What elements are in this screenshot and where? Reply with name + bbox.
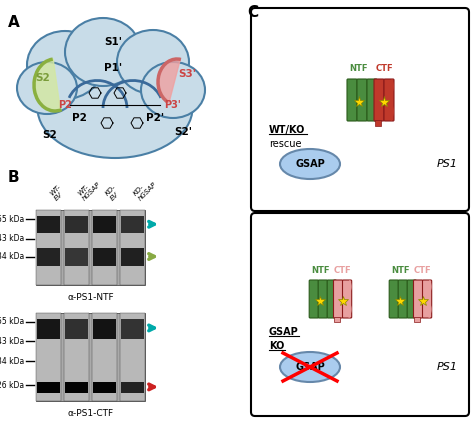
FancyBboxPatch shape: [65, 247, 88, 266]
Text: C: C: [247, 5, 258, 20]
FancyBboxPatch shape: [120, 313, 145, 401]
Text: 43 kDa: 43 kDa: [0, 336, 24, 346]
FancyBboxPatch shape: [65, 216, 88, 232]
Text: KO-
EV: KO- EV: [104, 184, 123, 202]
Ellipse shape: [280, 149, 340, 179]
Text: CTF: CTF: [334, 265, 351, 275]
Text: WT-
hGSAP: WT- hGSAP: [76, 176, 102, 202]
Text: α-PS1-NTF: α-PS1-NTF: [67, 293, 114, 302]
Text: NTF: NTF: [311, 265, 329, 275]
FancyBboxPatch shape: [384, 79, 394, 121]
Text: 34 kDa: 34 kDa: [0, 357, 24, 366]
Text: α-PS1-CTF: α-PS1-CTF: [67, 409, 114, 418]
Text: WT/KO: WT/KO: [269, 125, 305, 135]
FancyBboxPatch shape: [318, 280, 328, 318]
Text: WT-
EV: WT- EV: [48, 184, 67, 202]
Text: 55 kDa: 55 kDa: [0, 214, 24, 224]
Text: S3': S3': [178, 69, 196, 79]
FancyBboxPatch shape: [251, 213, 469, 416]
Text: CTF: CTF: [414, 265, 431, 275]
FancyBboxPatch shape: [357, 79, 367, 121]
Text: GSAP: GSAP: [295, 159, 325, 169]
FancyBboxPatch shape: [398, 280, 407, 318]
Text: NTF: NTF: [350, 64, 368, 73]
FancyBboxPatch shape: [64, 313, 89, 401]
FancyBboxPatch shape: [37, 247, 60, 266]
FancyBboxPatch shape: [422, 280, 432, 318]
Text: KO-
hGSAP: KO- hGSAP: [133, 176, 158, 202]
FancyBboxPatch shape: [37, 381, 60, 393]
FancyBboxPatch shape: [36, 313, 145, 401]
Text: S2: S2: [43, 130, 57, 140]
FancyBboxPatch shape: [120, 210, 145, 285]
Ellipse shape: [117, 30, 189, 94]
FancyBboxPatch shape: [309, 280, 319, 318]
FancyBboxPatch shape: [64, 210, 89, 285]
Text: GSAP: GSAP: [295, 362, 325, 372]
FancyBboxPatch shape: [374, 79, 384, 121]
FancyBboxPatch shape: [335, 317, 340, 322]
Ellipse shape: [17, 62, 77, 114]
Text: 55 kDa: 55 kDa: [0, 318, 24, 326]
FancyBboxPatch shape: [93, 381, 116, 393]
Text: S1': S1': [104, 37, 122, 47]
FancyBboxPatch shape: [93, 319, 116, 339]
FancyBboxPatch shape: [407, 280, 416, 318]
Ellipse shape: [280, 352, 340, 382]
Text: P3': P3': [164, 100, 182, 110]
FancyBboxPatch shape: [334, 280, 343, 318]
Text: P1': P1': [104, 63, 122, 73]
FancyBboxPatch shape: [92, 210, 117, 285]
FancyBboxPatch shape: [93, 216, 116, 232]
Text: 34 kDa: 34 kDa: [0, 252, 24, 261]
FancyBboxPatch shape: [36, 210, 61, 285]
FancyBboxPatch shape: [121, 381, 144, 393]
Text: S2': S2': [174, 127, 192, 137]
Text: S2: S2: [36, 73, 50, 83]
FancyBboxPatch shape: [414, 317, 420, 322]
FancyBboxPatch shape: [37, 319, 60, 339]
FancyBboxPatch shape: [37, 216, 60, 232]
Text: A: A: [8, 15, 20, 30]
FancyBboxPatch shape: [251, 8, 469, 211]
FancyBboxPatch shape: [65, 319, 88, 339]
FancyBboxPatch shape: [36, 210, 145, 285]
Ellipse shape: [37, 58, 192, 158]
FancyBboxPatch shape: [121, 216, 144, 232]
Text: 43 kDa: 43 kDa: [0, 234, 24, 243]
Ellipse shape: [141, 62, 205, 118]
FancyBboxPatch shape: [389, 280, 399, 318]
Text: NTF: NTF: [391, 265, 410, 275]
Text: KO: KO: [269, 341, 284, 351]
FancyBboxPatch shape: [121, 247, 144, 266]
FancyBboxPatch shape: [36, 313, 61, 401]
FancyBboxPatch shape: [93, 247, 116, 266]
FancyBboxPatch shape: [343, 280, 352, 318]
Polygon shape: [34, 59, 61, 111]
Text: P2: P2: [58, 100, 72, 110]
Polygon shape: [158, 59, 180, 103]
Text: PS1: PS1: [437, 159, 457, 169]
FancyBboxPatch shape: [375, 120, 381, 126]
Ellipse shape: [27, 31, 103, 99]
FancyBboxPatch shape: [347, 79, 357, 121]
Ellipse shape: [65, 18, 141, 86]
Text: PS1: PS1: [437, 362, 457, 372]
Text: GSAP: GSAP: [269, 327, 299, 337]
Text: B: B: [8, 170, 19, 185]
Text: P2': P2': [146, 113, 164, 123]
Text: rescue: rescue: [269, 139, 301, 149]
FancyBboxPatch shape: [92, 313, 117, 401]
FancyBboxPatch shape: [121, 319, 144, 339]
FancyBboxPatch shape: [413, 280, 423, 318]
FancyBboxPatch shape: [327, 280, 337, 318]
Text: CTF: CTF: [375, 64, 393, 73]
Text: 26 kDa: 26 kDa: [0, 381, 24, 390]
FancyBboxPatch shape: [65, 381, 88, 393]
FancyBboxPatch shape: [367, 79, 377, 121]
Text: P2: P2: [72, 113, 86, 123]
